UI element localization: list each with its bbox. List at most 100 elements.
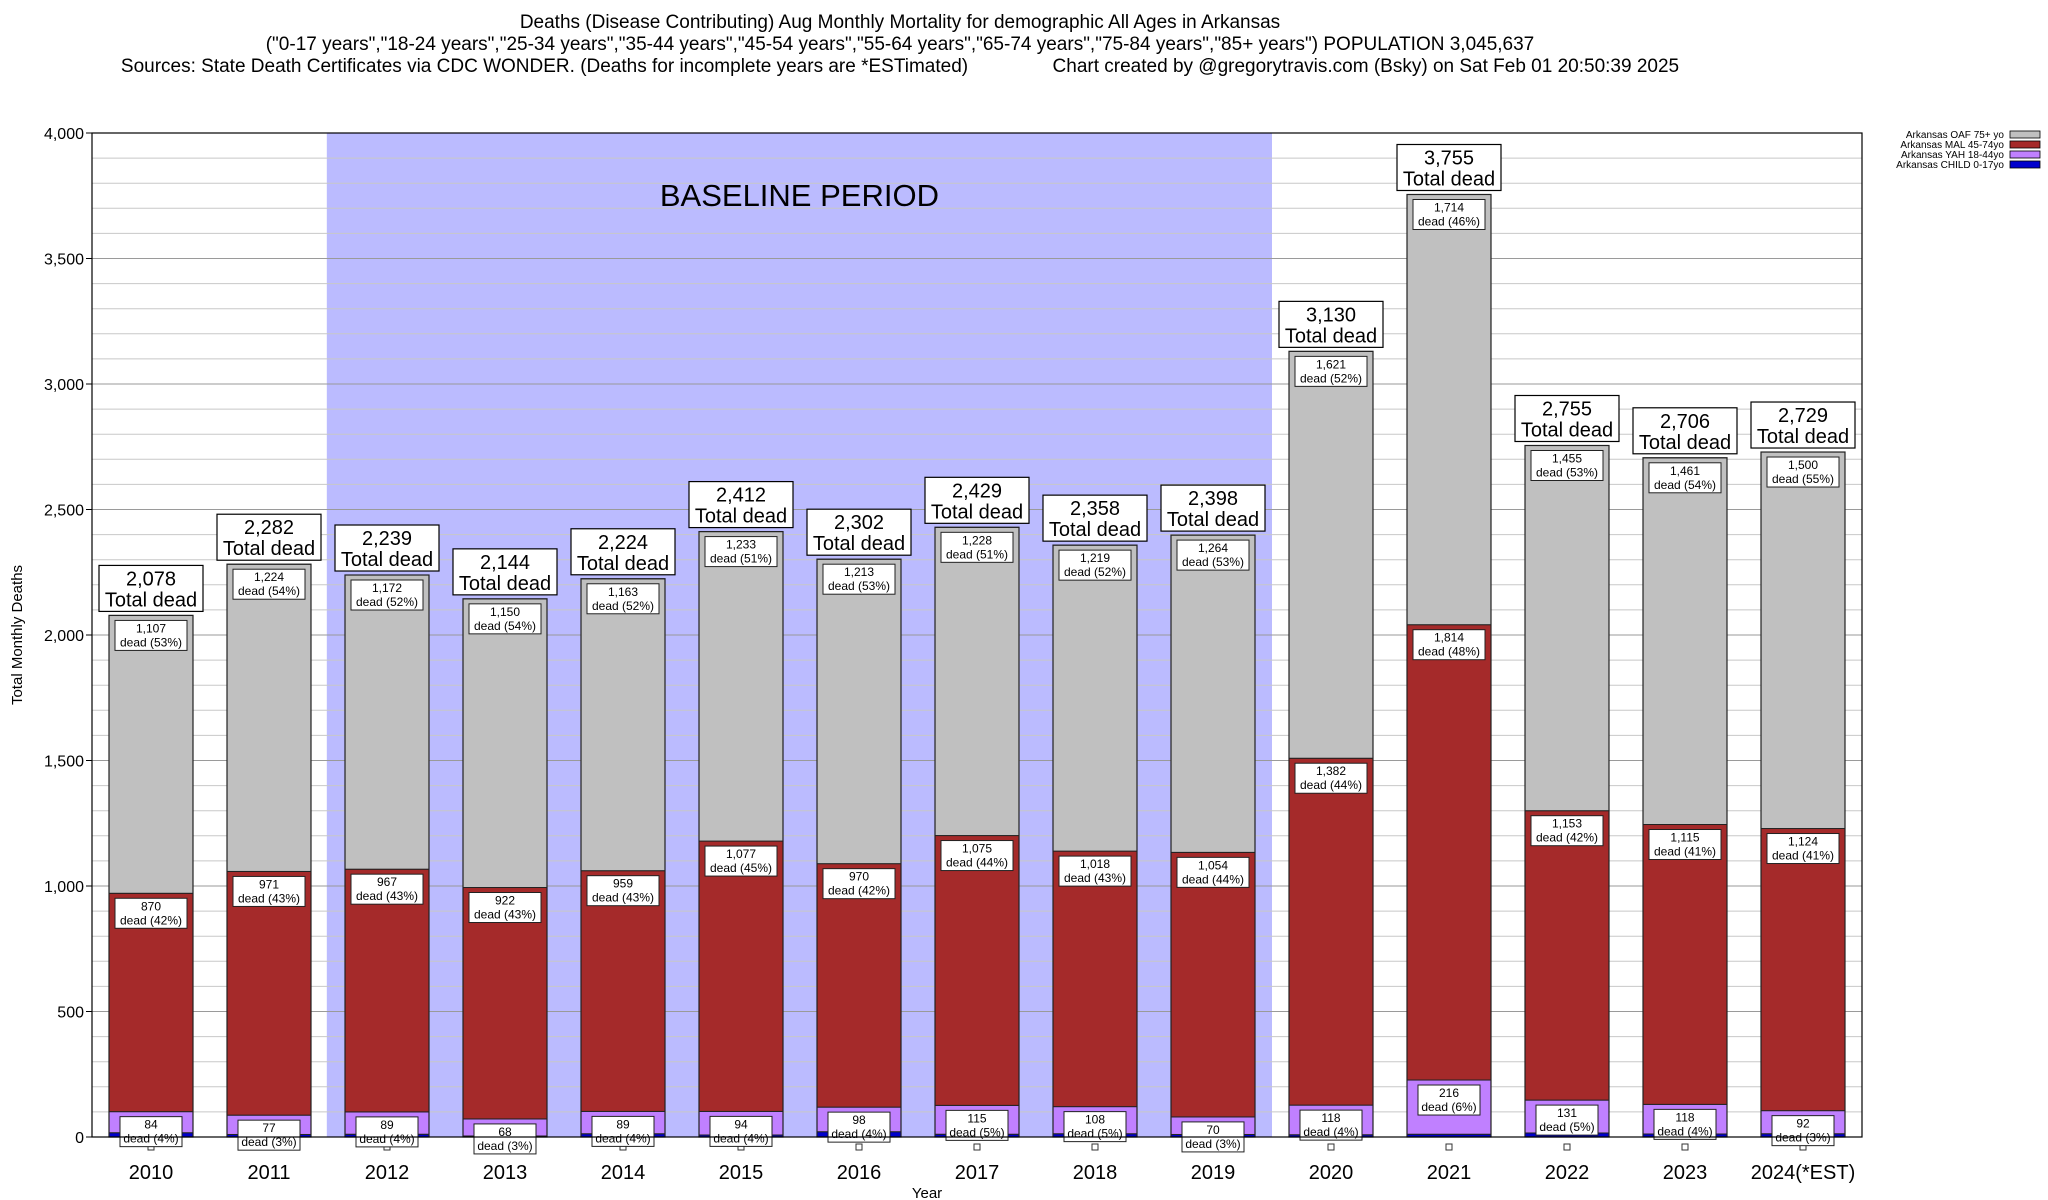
- bar-segment: [344, 574, 430, 870]
- segment-label-box: [1058, 855, 1132, 887]
- segment-percent-label: dead (6%): [1421, 1100, 1476, 1114]
- segment-percent-label: dead (3%): [477, 1139, 532, 1153]
- segment-percent-label: dead (4%): [359, 1132, 414, 1146]
- segment-value-label: 967: [377, 875, 397, 889]
- y-tick-label: 2,500: [44, 503, 84, 520]
- total-label-box: [216, 513, 322, 561]
- total-label-box: [570, 528, 676, 576]
- segment-label-box: [586, 583, 660, 615]
- segment-value-label: 92: [1796, 1117, 1810, 1131]
- total-value-label: 2,755: [1542, 398, 1592, 420]
- segment-percent-label: dead (42%): [120, 913, 182, 927]
- segment-label-box: [468, 892, 542, 924]
- total-value-label: 2,282: [244, 517, 294, 539]
- segment-value-label: 1,382: [1316, 764, 1346, 778]
- bar-segment: [1406, 193, 1492, 626]
- segment-value-label: 1,150: [490, 605, 520, 619]
- segment-label-box: [468, 603, 542, 635]
- bar-segment: [108, 892, 194, 1113]
- segment-percent-label: dead (48%): [1418, 645, 1480, 659]
- total-label-box: [1632, 407, 1738, 455]
- segment-label-box: [704, 536, 778, 568]
- x-tick-label: 2020: [1309, 1162, 1354, 1184]
- total-label-box: [1278, 300, 1384, 348]
- segment-percent-label: dead (53%): [1536, 465, 1598, 479]
- segment-label-box: [1176, 539, 1250, 571]
- segment-label-box: [822, 868, 896, 900]
- total-dead-label: Total dead: [105, 589, 197, 611]
- x-tick-label: 2013: [483, 1162, 528, 1184]
- x-tick-label: 2017: [955, 1162, 1000, 1184]
- bar-segment: [462, 887, 548, 1120]
- bar-segment: [934, 526, 1020, 837]
- total-dead-label: Total dead: [1403, 168, 1495, 190]
- total-value-label: 3,130: [1306, 304, 1356, 326]
- segment-value-label: 1,115: [1670, 831, 1699, 845]
- segment-percent-label: dead (41%): [1772, 849, 1834, 863]
- legend-label: Arkansas OAF 75+ yo: [1906, 130, 2005, 141]
- segment-value-label: 1,500: [1788, 458, 1818, 472]
- bar-marker: [855, 1143, 863, 1151]
- segment-percent-label: dead (51%): [710, 552, 772, 566]
- segment-percent-label: dead (42%): [828, 884, 890, 898]
- segment-percent-label: dead (43%): [592, 891, 654, 905]
- segment-label-box: [232, 875, 306, 907]
- bar-segment: [1288, 757, 1374, 1106]
- segment-percent-label: dead (54%): [474, 619, 536, 633]
- total-dead-label: Total dead: [1639, 432, 1731, 454]
- bar-segment: [1170, 534, 1256, 853]
- total-value-label: 2,078: [126, 568, 176, 590]
- bar-segment: [1642, 824, 1728, 1105]
- segment-label-box: [350, 579, 424, 611]
- bar-segment: [698, 840, 784, 1112]
- total-label-box: [1042, 494, 1148, 542]
- y-tick-label: 500: [57, 1005, 84, 1022]
- bar-segment: [1642, 457, 1728, 826]
- total-dead-label: Total dead: [813, 533, 905, 555]
- segment-percent-label: dead (4%): [1657, 1124, 1712, 1138]
- segment-percent-label: dead (52%): [592, 599, 654, 613]
- segment-label-box: [1530, 815, 1604, 847]
- segment-percent-label: dead (5%): [949, 1125, 1004, 1139]
- x-tick-label: 2021: [1427, 1162, 1472, 1184]
- segment-percent-label: dead (54%): [1654, 478, 1716, 492]
- segment-value-label: 1,455: [1552, 451, 1582, 465]
- total-dead-label: Total dead: [341, 549, 433, 571]
- segment-value-label: 98: [852, 1113, 866, 1127]
- segment-value-label: 108: [1085, 1113, 1105, 1127]
- y-tick-label: 3,000: [44, 377, 84, 394]
- segment-value-label: 1,224: [254, 570, 284, 584]
- total-dead-label: Total dead: [1049, 519, 1141, 541]
- x-tick-label: 2010: [129, 1162, 174, 1184]
- segment-label-box: [1653, 1108, 1717, 1140]
- x-tick-label: 2016: [837, 1162, 882, 1184]
- legend-swatch: [2009, 140, 2041, 149]
- segment-label-box: [704, 845, 778, 877]
- total-dead-label: Total dead: [223, 538, 315, 560]
- segment-label-box: [822, 563, 896, 595]
- segment-value-label: 1,153: [1552, 817, 1582, 831]
- chart-title-line-1: Deaths (Disease Contributing) Aug Monthl…: [519, 12, 1281, 33]
- segment-label-box: [1771, 1115, 1835, 1147]
- segment-value-label: 922: [495, 894, 515, 908]
- bar-marker: [1681, 1143, 1689, 1151]
- segment-label-box: [1412, 198, 1486, 230]
- total-dead-label: Total dead: [695, 506, 787, 528]
- total-value-label: 2,729: [1778, 405, 1828, 427]
- segment-label-box: [114, 897, 188, 929]
- segment-percent-label: dead (44%): [946, 856, 1008, 870]
- total-label-box: [1396, 143, 1502, 192]
- segment-value-label: 1,461: [1670, 464, 1700, 478]
- segment-value-label: 131: [1557, 1106, 1577, 1120]
- segment-value-label: 115: [967, 1111, 986, 1125]
- x-tick-label: 2023: [1663, 1162, 1708, 1184]
- total-dead-label: Total dead: [1167, 509, 1259, 531]
- y-tick-label: 0: [75, 1130, 84, 1147]
- y-tick-label: 4,000: [44, 126, 84, 143]
- segment-label-box: [586, 875, 660, 907]
- segment-value-label: 94: [734, 1117, 748, 1131]
- segment-label-box: [232, 568, 306, 600]
- segment-value-label: 970: [849, 870, 869, 884]
- segment-value-label: 1,018: [1080, 857, 1110, 871]
- segment-value-label: 118: [1321, 1111, 1340, 1125]
